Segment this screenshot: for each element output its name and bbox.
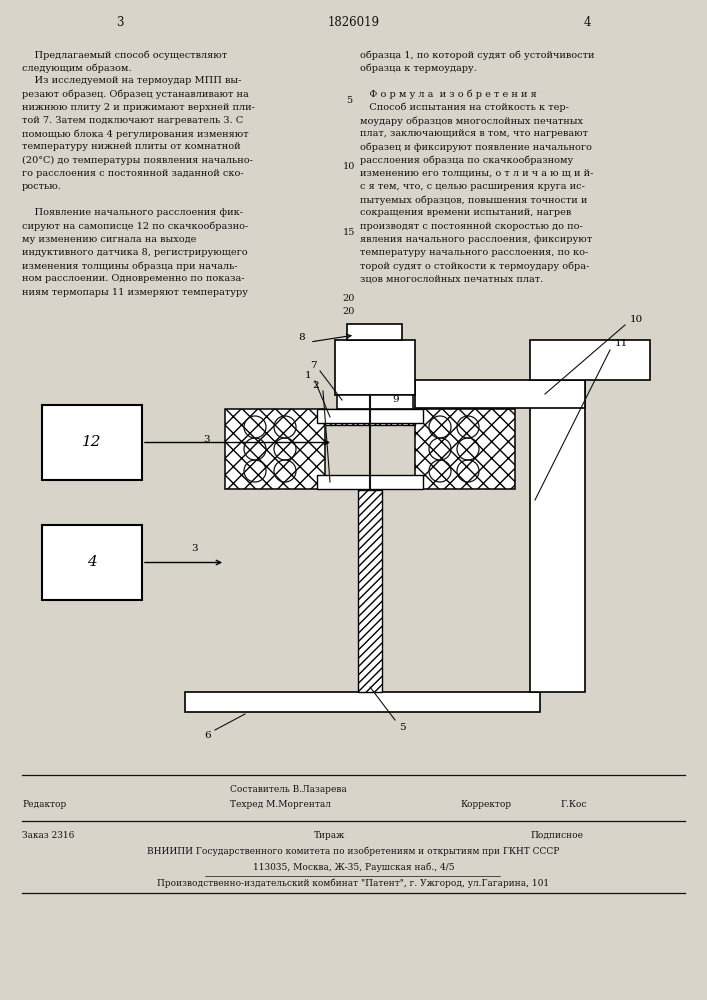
- Text: 20: 20: [343, 294, 355, 303]
- Text: расслоения образца по скачкообразному: расслоения образца по скачкообразному: [360, 156, 573, 165]
- Text: 4: 4: [583, 15, 591, 28]
- Text: му изменению сигнала на выходе: му изменению сигнала на выходе: [22, 235, 197, 244]
- Text: с я тем, что, с целью расширения круга ис-: с я тем, что, с целью расширения круга и…: [360, 182, 585, 191]
- Bar: [335, 340, 415, 395]
- Text: нижнюю плиту 2 и прижимают верхней пли-: нижнюю плиту 2 и прижимают верхней пли-: [22, 103, 255, 112]
- Text: 10: 10: [343, 162, 355, 171]
- Text: температуру начального расслоения, по ко-: температуру начального расслоения, по ко…: [360, 248, 588, 257]
- Bar: [317, 409, 423, 423]
- Text: явления начального расслоения, фиксируют: явления начального расслоения, фиксируют: [360, 235, 592, 244]
- Text: индуктивного датчика 8, регистрирующего: индуктивного датчика 8, регистрирующего: [22, 248, 247, 257]
- Text: производят с постоянной скоростью до по-: производят с постоянной скоростью до по-: [360, 222, 583, 231]
- Text: 5: 5: [346, 96, 352, 105]
- Text: следующим образом.: следующим образом.: [22, 63, 132, 73]
- Text: 20: 20: [343, 307, 355, 316]
- Bar: [337, 395, 413, 409]
- Text: (20°С) до температуры появления начально-: (20°С) до температуры появления начально…: [22, 156, 253, 165]
- Text: Редактор: Редактор: [22, 800, 66, 809]
- Bar: [42, 525, 142, 600]
- Bar: [325, 409, 415, 425]
- Text: 15: 15: [343, 228, 355, 237]
- Text: 8: 8: [298, 332, 305, 342]
- Text: образец и фиксируют появление начального: образец и фиксируют появление начального: [360, 142, 592, 152]
- Text: 3: 3: [192, 544, 198, 553]
- Text: помощью блока 4 регулирования изменяют: помощью блока 4 регулирования изменяют: [22, 129, 249, 139]
- Bar: [317, 475, 423, 489]
- Text: 9: 9: [392, 394, 399, 403]
- Text: Г.Кос: Г.Кос: [560, 800, 587, 809]
- Text: 1826019: 1826019: [327, 15, 380, 28]
- Text: 4: 4: [87, 556, 97, 570]
- Text: 6: 6: [205, 732, 211, 740]
- Text: 11: 11: [615, 340, 629, 349]
- Bar: [42, 405, 142, 480]
- Text: пытуемых образцов, повышения точности и: пытуемых образцов, повышения точности и: [360, 195, 588, 205]
- Text: образца 1, по которой судят об устойчивости: образца 1, по которой судят об устойчиво…: [360, 50, 595, 60]
- Text: температуру нижней плиты от комнатной: температуру нижней плиты от комнатной: [22, 142, 240, 151]
- Text: Техред М.Моргентал: Техред М.Моргентал: [230, 800, 331, 809]
- Text: 3: 3: [204, 434, 210, 444]
- Text: плат, заключающийся в том, что нагревают: плат, заключающийся в том, что нагревают: [360, 129, 588, 138]
- Text: ВНИИПИ Государственного комитета по изобретениям и открытиям при ГКНТ СССР: ВНИИПИ Государственного комитета по изоб…: [147, 847, 560, 856]
- Text: Предлагаемый способ осуществляют: Предлагаемый способ осуществляют: [22, 50, 227, 60]
- Text: той 7. Затем подключают нагреватель 3. С: той 7. Затем подключают нагреватель 3. С: [22, 116, 243, 125]
- Text: 2: 2: [312, 380, 320, 389]
- Text: Заказ 2316: Заказ 2316: [22, 831, 74, 840]
- Text: сируют на самописце 12 по скачкообразно-: сируют на самописце 12 по скачкообразно-: [22, 222, 248, 231]
- Text: Производственно-издательский комбинат "Патент", г. Ужгород, ул.Гагарина, 101: Производственно-издательский комбинат "П…: [158, 879, 549, 888]
- Text: Тираж: Тираж: [313, 831, 345, 840]
- Text: Появление начального расслоения фик-: Появление начального расслоения фик-: [22, 208, 243, 217]
- Text: 1: 1: [305, 370, 311, 379]
- Text: резают образец. Образец устанавливают на: резают образец. Образец устанавливают на: [22, 90, 249, 99]
- Bar: [415, 409, 515, 489]
- Text: го расслоения с постоянной заданной ско-: го расслоения с постоянной заданной ско-: [22, 169, 244, 178]
- Bar: [415, 380, 585, 408]
- Text: образца к термоудару.: образца к термоудару.: [360, 63, 477, 73]
- Text: 10: 10: [630, 316, 643, 324]
- Text: изменению его толщины, о т л и ч а ю щ и й-: изменению его толщины, о т л и ч а ю щ и…: [360, 169, 593, 178]
- Text: 7: 7: [310, 360, 316, 369]
- Text: изменения толщины образца при началь-: изменения толщины образца при началь-: [22, 261, 238, 271]
- Text: сокращения времени испытаний, нагрев: сокращения времени испытаний, нагрев: [360, 208, 571, 217]
- Text: ном расслоении. Одновременно по показа-: ном расслоении. Одновременно по показа-: [22, 274, 245, 283]
- Text: зцов многослойных печатных плат.: зцов многослойных печатных плат.: [360, 274, 543, 283]
- Bar: [347, 324, 402, 340]
- Text: 5: 5: [399, 722, 405, 732]
- Text: торой судят о стойкости к термоудару обра-: торой судят о стойкости к термоудару обр…: [360, 261, 589, 271]
- Text: Из исследуемой на термоудар МПП вы-: Из исследуемой на термоудар МПП вы-: [22, 76, 241, 85]
- Text: ниям термопары 11 измеряют температуру: ниям термопары 11 измеряют температуру: [22, 288, 248, 297]
- Bar: [225, 409, 325, 489]
- Text: 3: 3: [116, 15, 124, 28]
- Text: моудару образцов многослойных печатных: моудару образцов многослойных печатных: [360, 116, 583, 125]
- Bar: [530, 380, 585, 692]
- Text: ростью.: ростью.: [22, 182, 62, 191]
- Text: 113035, Москва, Ж-35, Раушская наб., 4/5: 113035, Москва, Ж-35, Раушская наб., 4/5: [252, 863, 455, 872]
- Text: 12: 12: [82, 436, 102, 450]
- Text: Ф о р м у л а  и з о б р е т е н и я: Ф о р м у л а и з о б р е т е н и я: [360, 90, 537, 99]
- Text: Способ испытания на стойкость к тер-: Способ испытания на стойкость к тер-: [360, 103, 569, 112]
- Text: Подписное: Подписное: [530, 831, 583, 840]
- Bar: [530, 340, 650, 380]
- Bar: [185, 692, 540, 712]
- Bar: [358, 490, 382, 692]
- Text: Корректор: Корректор: [460, 800, 511, 809]
- Text: Составитель В.Лазарева: Составитель В.Лазарева: [230, 785, 346, 794]
